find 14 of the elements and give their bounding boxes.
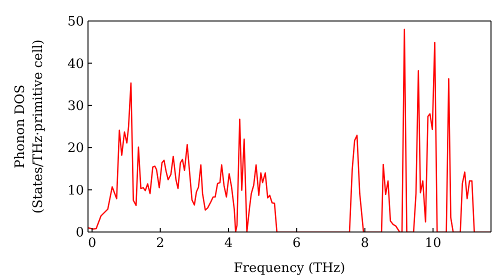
x-tick-label: 8 [360, 236, 369, 252]
y-tick-label: 10 [67, 183, 84, 198]
y-tick-label: 50 [67, 14, 84, 30]
x-axis-title: Frequency (THz) [234, 261, 346, 276]
x-tick-label: 10 [424, 236, 442, 252]
y-tick-label: 40 [67, 56, 84, 72]
x-tick-label: 0 [88, 236, 96, 252]
x-tick-label: 4 [224, 236, 233, 252]
y-axis-title: Phonon DOS (States/THz·primitive cell) [13, 39, 46, 214]
x-tick-label: 6 [292, 236, 301, 252]
y-tick-label: 20 [67, 141, 84, 156]
y-tick-label: 0 [76, 226, 84, 241]
x-tick-label: 2 [156, 236, 164, 252]
y-tick-label: 30 [67, 99, 84, 114]
